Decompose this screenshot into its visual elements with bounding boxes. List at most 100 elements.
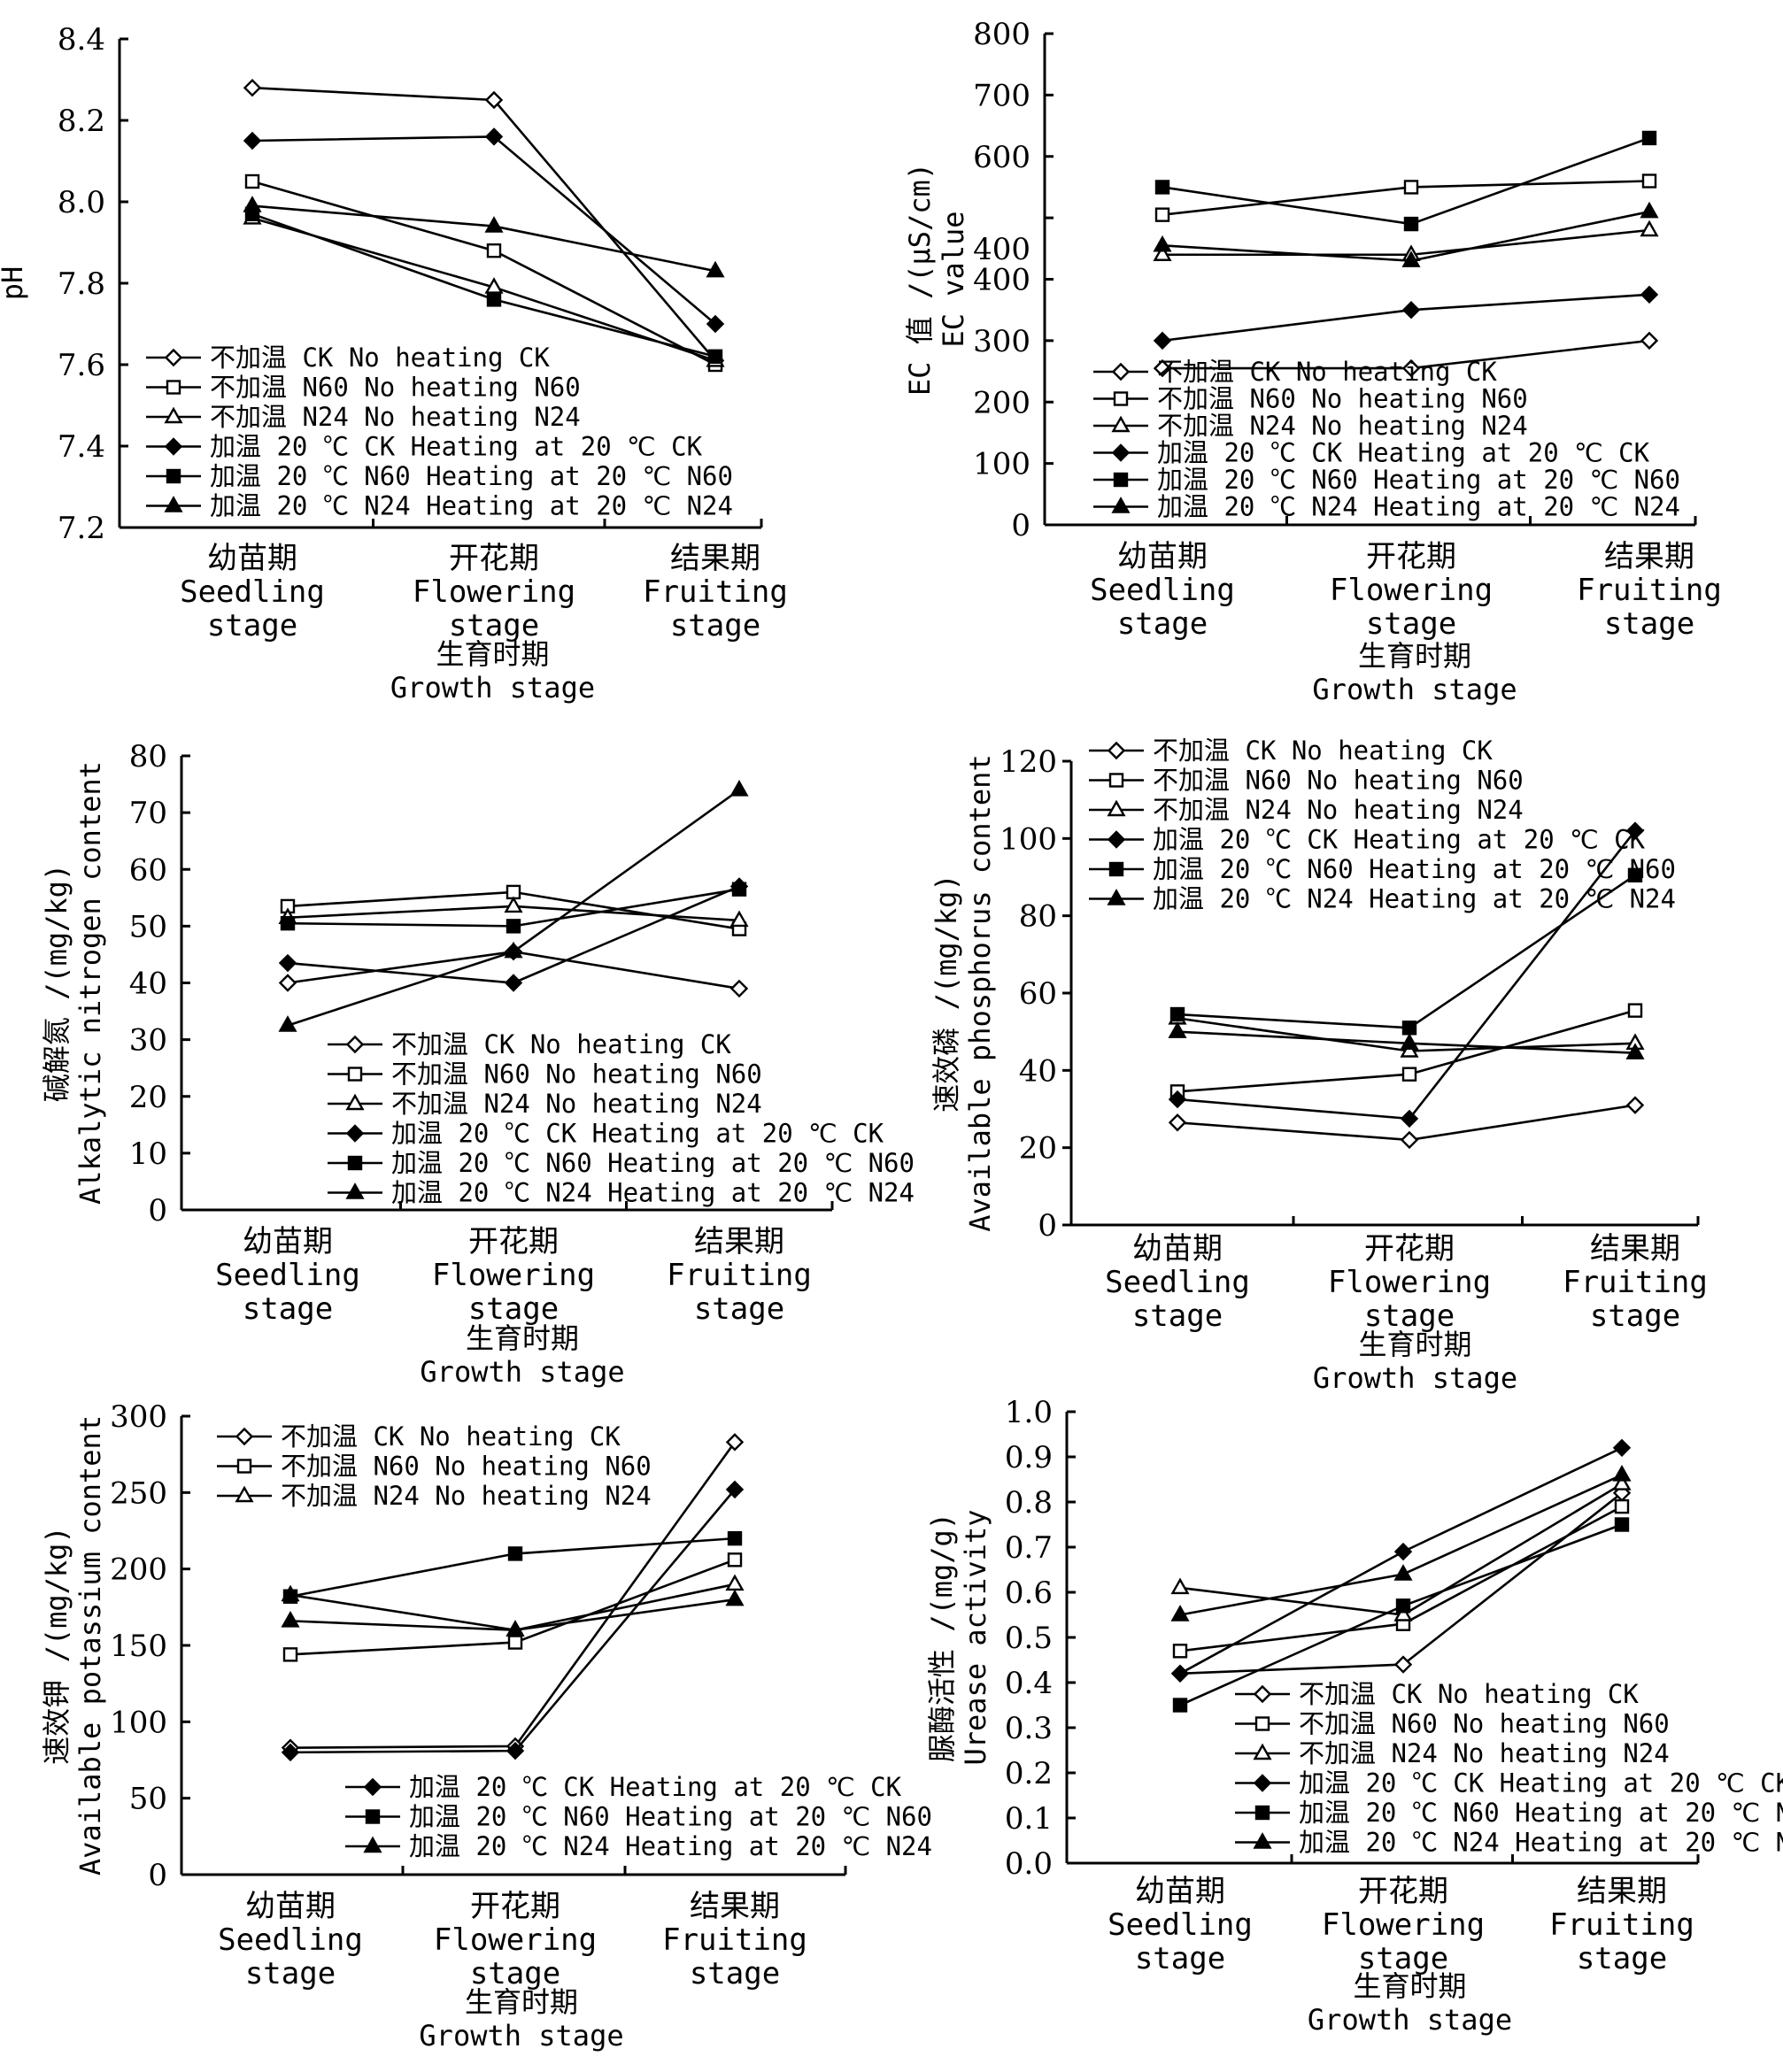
y-tick-label: 200 bbox=[973, 385, 1030, 420]
x-tick-label: stage bbox=[690, 1956, 780, 1991]
data-point bbox=[1401, 358, 1421, 378]
y-tick-label: 7.4 bbox=[58, 429, 105, 465]
y-tick-label: 0.2 bbox=[1005, 1756, 1053, 1791]
y-tick-label: 800 bbox=[973, 17, 1030, 52]
x-tick-label: Flowering bbox=[434, 1922, 597, 1958]
x-tick-label: stage bbox=[694, 1291, 784, 1327]
legend-label: 不加温 CK No heating CK bbox=[1157, 357, 1497, 387]
data-point bbox=[1172, 1698, 1188, 1713]
y-tick-label: 0.7 bbox=[1005, 1530, 1053, 1566]
legend-marker bbox=[363, 1836, 382, 1853]
x-tick-label: stage bbox=[670, 608, 760, 643]
y-axis-title: 速效钾 /(mg/kg) bbox=[40, 1526, 73, 1764]
data-point bbox=[507, 1635, 523, 1650]
legend-label: 加温 20 ℃ CK Heating at 20 ℃ CK bbox=[1157, 438, 1650, 468]
legend-label: 不加温 N24 No heating N24 bbox=[1153, 795, 1524, 825]
y-tick-label: 100 bbox=[1000, 821, 1057, 857]
y-tick-label: 0.3 bbox=[1005, 1711, 1053, 1746]
x-tick-label: stage bbox=[1135, 1941, 1225, 1976]
legend-label: 加温 20 ℃ CK Heating at 20 ℃ CK bbox=[210, 432, 703, 462]
y-tick-label: 7.2 bbox=[58, 511, 105, 546]
data-point bbox=[727, 1552, 743, 1567]
legend-label: 加温 20 ℃ N60 Heating at 20 ℃ N60 bbox=[210, 461, 733, 491]
data-point bbox=[729, 910, 749, 928]
y-tick-label: 30 bbox=[129, 1023, 167, 1059]
x-tick-label: stage bbox=[1590, 1298, 1680, 1334]
data-point bbox=[1393, 1542, 1413, 1561]
x-tick-label: 结果期 bbox=[690, 1889, 780, 1924]
data-point bbox=[1168, 1113, 1187, 1132]
data-point bbox=[1401, 250, 1421, 267]
data-point bbox=[1403, 216, 1419, 232]
legend-marker bbox=[1107, 830, 1126, 849]
legend-marker bbox=[1113, 472, 1129, 488]
y-tick-label: 150 bbox=[110, 1629, 167, 1664]
x-axis-title: 生育时期 bbox=[1353, 1969, 1466, 2003]
data-point bbox=[282, 1647, 298, 1662]
legend-label: 加温 20 ℃ N60 Heating at 20 ℃ N60 bbox=[1153, 854, 1676, 884]
data-point bbox=[278, 1015, 297, 1032]
y-tick-label: 120 bbox=[1000, 744, 1057, 780]
y-tick-label: 300 bbox=[110, 1399, 167, 1435]
y-tick-label: 8.0 bbox=[58, 185, 105, 220]
x-tick-label: 开花期 bbox=[1358, 1874, 1448, 1909]
y-axis-title: 碱解氮 /(mg/kg) bbox=[40, 864, 73, 1102]
y-axis-title: 脲酶活性 /(mg/g) bbox=[925, 1513, 959, 1762]
y-tick-label: 20 bbox=[1019, 1131, 1057, 1167]
x-axis-title: Growth stage bbox=[1308, 2003, 1512, 2037]
legend-marker bbox=[1254, 1716, 1270, 1731]
legend-label: 加温 20 ℃ CK Heating at 20 ℃ CK bbox=[1299, 1768, 1783, 1799]
x-axis-title: Growth stage bbox=[420, 1355, 624, 1389]
x-tick-label: 结果期 bbox=[670, 541, 760, 576]
x-axis-title: Growth stage bbox=[419, 2019, 623, 2053]
legend-label: 加温 20 ℃ N24 Heating at 20 ℃ N24 bbox=[210, 491, 733, 521]
y-tick-label: 10 bbox=[129, 1136, 167, 1172]
data-point bbox=[282, 1589, 298, 1604]
y-tick-label: 600 bbox=[973, 140, 1030, 175]
legend-label: 加温 20 ℃ N60 Heating at 20 ℃ N60 bbox=[409, 1802, 932, 1832]
y-tick-label: 250 bbox=[110, 1475, 167, 1511]
data-point bbox=[1614, 1517, 1630, 1532]
data-point bbox=[1401, 1021, 1417, 1036]
legend-marker bbox=[1253, 1774, 1272, 1792]
data-point bbox=[1612, 1464, 1632, 1482]
data-point bbox=[1625, 1096, 1645, 1114]
x-tick-label: Seedling bbox=[218, 1922, 363, 1958]
x-tick-label: 开花期 bbox=[1366, 539, 1456, 574]
legend-marker bbox=[1111, 443, 1131, 462]
x-tick-label: Seedling bbox=[1105, 1265, 1250, 1300]
x-tick-label: stage bbox=[449, 608, 539, 643]
data-point bbox=[729, 979, 749, 998]
x-tick-label: Seedling bbox=[215, 1258, 360, 1293]
data-point bbox=[1401, 300, 1421, 320]
legend-label: 不加温 N24 No heating N24 bbox=[391, 1089, 762, 1119]
data-point bbox=[1614, 1498, 1630, 1514]
y-tick-label: 0.8 bbox=[1005, 1485, 1053, 1521]
x-tick-label: stage bbox=[1604, 606, 1694, 642]
y-tick-label: 20 bbox=[129, 1080, 167, 1115]
y-tick-label: 8.2 bbox=[58, 104, 105, 139]
data-point bbox=[1641, 130, 1657, 146]
series-line-1 bbox=[251, 86, 716, 362]
legend-label: 加温 20 ℃ CK Heating at 20 ℃ CK bbox=[409, 1772, 902, 1802]
legend-label: 不加温 N60 No heating N60 bbox=[281, 1452, 652, 1482]
legend-label: 不加温 CK No heating CK bbox=[391, 1029, 731, 1059]
y-axis-title: Available potassium content bbox=[73, 1415, 107, 1876]
y-tick-label: 80 bbox=[1019, 899, 1057, 935]
data-point bbox=[1153, 331, 1172, 350]
x-tick-label: 幼苗期 bbox=[245, 1889, 336, 1924]
data-point bbox=[486, 243, 502, 258]
y-tick-label: 80 bbox=[129, 739, 167, 774]
y-tick-label: 7.6 bbox=[58, 348, 105, 383]
legend-label: 不加温 CK No heating CK bbox=[281, 1421, 621, 1452]
legend-label: 加温 20 ℃ CK Heating at 20 ℃ CK bbox=[391, 1119, 884, 1149]
legend-label: 不加温 N24 No heating N24 bbox=[281, 1481, 652, 1511]
legend-label: 不加温 N60 No heating N60 bbox=[1157, 384, 1528, 414]
series-line-4 bbox=[1179, 1446, 1623, 1675]
data-point bbox=[504, 896, 523, 913]
x-axis-title: 生育时期 bbox=[466, 1321, 579, 1355]
data-point bbox=[278, 953, 297, 973]
data-point bbox=[243, 79, 262, 97]
